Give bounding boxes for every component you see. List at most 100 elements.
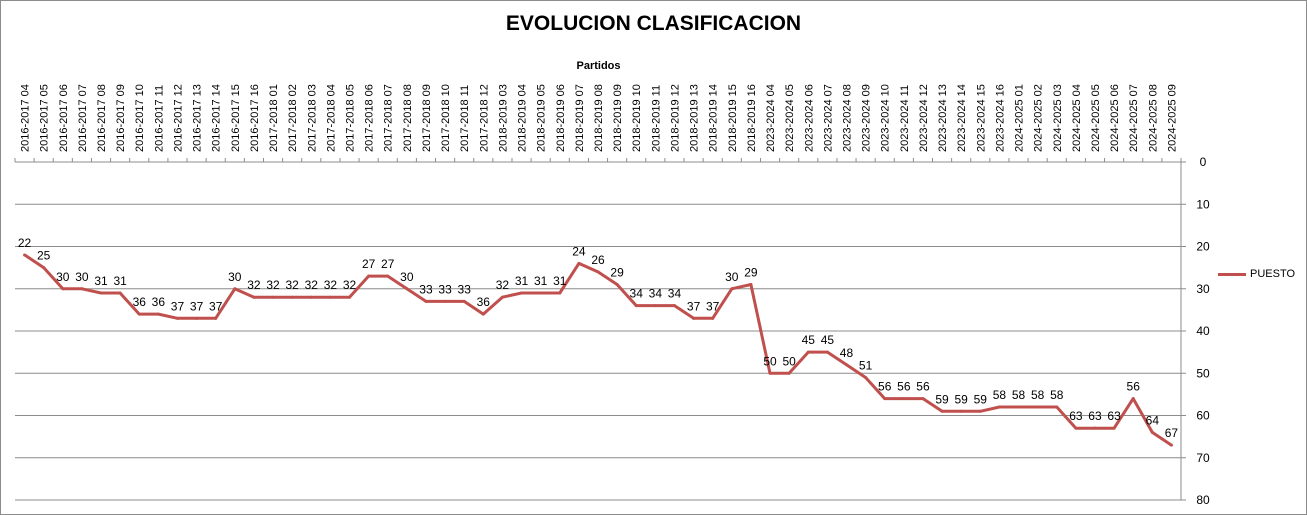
- series-layer: [23, 253, 1173, 447]
- data-point: [921, 397, 925, 401]
- x-tick-label: 2018-2019 14: [708, 84, 720, 152]
- data-point: [290, 295, 294, 299]
- data-point: [615, 283, 619, 287]
- data-label: 63: [1107, 409, 1121, 423]
- data-point: [1169, 443, 1173, 447]
- data-point: [214, 316, 218, 320]
- data-label: 32: [247, 278, 261, 292]
- data-label: 51: [859, 358, 873, 372]
- x-tick-label: 2017-2018 10: [440, 84, 452, 152]
- data-label: 31: [553, 274, 567, 288]
- x-tick-label: 2016-2017 11: [153, 85, 165, 152]
- data-label: 27: [381, 257, 395, 271]
- data-point: [500, 295, 504, 299]
- y-tick-label: 0: [1200, 155, 1207, 169]
- x-tick-label: 2023-2024 13: [937, 84, 949, 152]
- x-tick-label: 2023-2024 04: [765, 84, 777, 152]
- data-label: 32: [343, 278, 357, 292]
- x-tick-label: 2016-2017 14: [211, 84, 223, 152]
- legend-label: PUESTO: [1250, 268, 1296, 280]
- data-label: 59: [955, 392, 969, 406]
- data-point: [558, 291, 562, 295]
- x-tick-label: 2023-2024 12: [918, 84, 930, 152]
- x-tick-label: 2023-2024 10: [880, 84, 892, 152]
- series-line-puesto: [23, 253, 1173, 447]
- data-point: [462, 299, 466, 303]
- data-point: [749, 283, 753, 287]
- x-tick-label: 2023-2024 06: [803, 84, 815, 152]
- x-tick-label: 2017-2018 07: [383, 84, 395, 152]
- data-point: [1036, 405, 1040, 409]
- x-tick-label: 2017-2018 03: [306, 84, 318, 152]
- data-point: [1112, 426, 1116, 430]
- data-label: 31: [94, 274, 108, 288]
- data-point: [844, 363, 848, 367]
- data-point: [42, 266, 46, 270]
- data-point: [309, 295, 313, 299]
- data-point: [1150, 430, 1154, 434]
- data-point: [711, 316, 715, 320]
- x-tick-label: 2018-2019 13: [689, 84, 701, 152]
- x-tick-label: 2016-2017 10: [134, 84, 146, 152]
- data-point: [405, 287, 409, 291]
- data-label: 67: [1165, 426, 1179, 440]
- data-label: 37: [190, 299, 204, 313]
- x-tick-label: 2024-2025 02: [1033, 84, 1045, 152]
- x-tick-label: 2018-2019 05: [536, 84, 548, 152]
- data-label: 48: [840, 346, 854, 360]
- x-tick-label: 2024-2025 01: [1014, 84, 1026, 152]
- data-label: 32: [324, 278, 338, 292]
- data-label: 37: [209, 299, 223, 313]
- data-label: 30: [56, 270, 70, 284]
- x-tick-label: 2018-2019 09: [612, 84, 624, 152]
- x-tick-label: 2018-2019 12: [669, 84, 681, 152]
- data-label: 56: [916, 380, 930, 394]
- chart-title: EVOLUCION CLASIFICACION: [505, 12, 802, 35]
- data-point: [61, 287, 65, 291]
- data-label: 36: [133, 295, 147, 309]
- x-tick-label: 2017-2018 08: [402, 84, 414, 152]
- y-axis-ticks: 0 10 20 30 40 50 60 70 80: [1180, 155, 1210, 507]
- data-label: 37: [171, 299, 185, 313]
- data-point: [806, 350, 810, 354]
- data-point: [367, 274, 371, 278]
- y-tick-label: 20: [1196, 240, 1210, 254]
- x-tick-label: 2023-2024 16: [994, 84, 1006, 152]
- data-label: 63: [1088, 409, 1102, 423]
- data-point: [539, 291, 543, 295]
- data-label: 32: [266, 278, 280, 292]
- data-point: [768, 371, 772, 375]
- data-label: 45: [802, 333, 816, 347]
- data-label: 25: [37, 249, 51, 263]
- x-tick-label: 2023-2024 09: [861, 84, 873, 152]
- x-tick-label: 2017-2018 11: [459, 85, 471, 152]
- data-point: [99, 291, 103, 295]
- data-label: 34: [630, 287, 644, 301]
- x-tick-label: 2017-2018 02: [287, 84, 299, 152]
- x-tick-label: 2016-2017 06: [58, 84, 70, 152]
- data-point: [443, 299, 447, 303]
- data-label: 33: [419, 282, 433, 296]
- data-point: [118, 291, 122, 295]
- data-label: 58: [1012, 388, 1026, 402]
- data-label: 33: [438, 282, 452, 296]
- data-label: 59: [974, 392, 988, 406]
- data-label: 59: [935, 392, 949, 406]
- data-label: 36: [477, 295, 491, 309]
- data-point: [252, 295, 256, 299]
- gridlines: [15, 161, 1181, 501]
- data-point: [730, 287, 734, 291]
- x-tick-label: 2016-2017 16: [249, 84, 261, 152]
- x-tick-label: 2016-2017 05: [39, 84, 51, 152]
- y-tick-label: 30: [1196, 282, 1210, 296]
- y-tick-label: 10: [1196, 197, 1210, 211]
- data-point: [328, 295, 332, 299]
- data-point: [864, 375, 868, 379]
- x-tick-label: 2024-2025 03: [1052, 84, 1064, 152]
- x-tick-label: 2024-2025 09: [1166, 84, 1178, 152]
- data-point: [1131, 397, 1135, 401]
- x-tick-label: 2018-2019 10: [631, 84, 643, 152]
- x-tick-label: 2017-2018 01: [268, 84, 280, 152]
- data-label: 56: [1127, 380, 1141, 394]
- x-tick-label: 2023-2024 08: [841, 84, 853, 152]
